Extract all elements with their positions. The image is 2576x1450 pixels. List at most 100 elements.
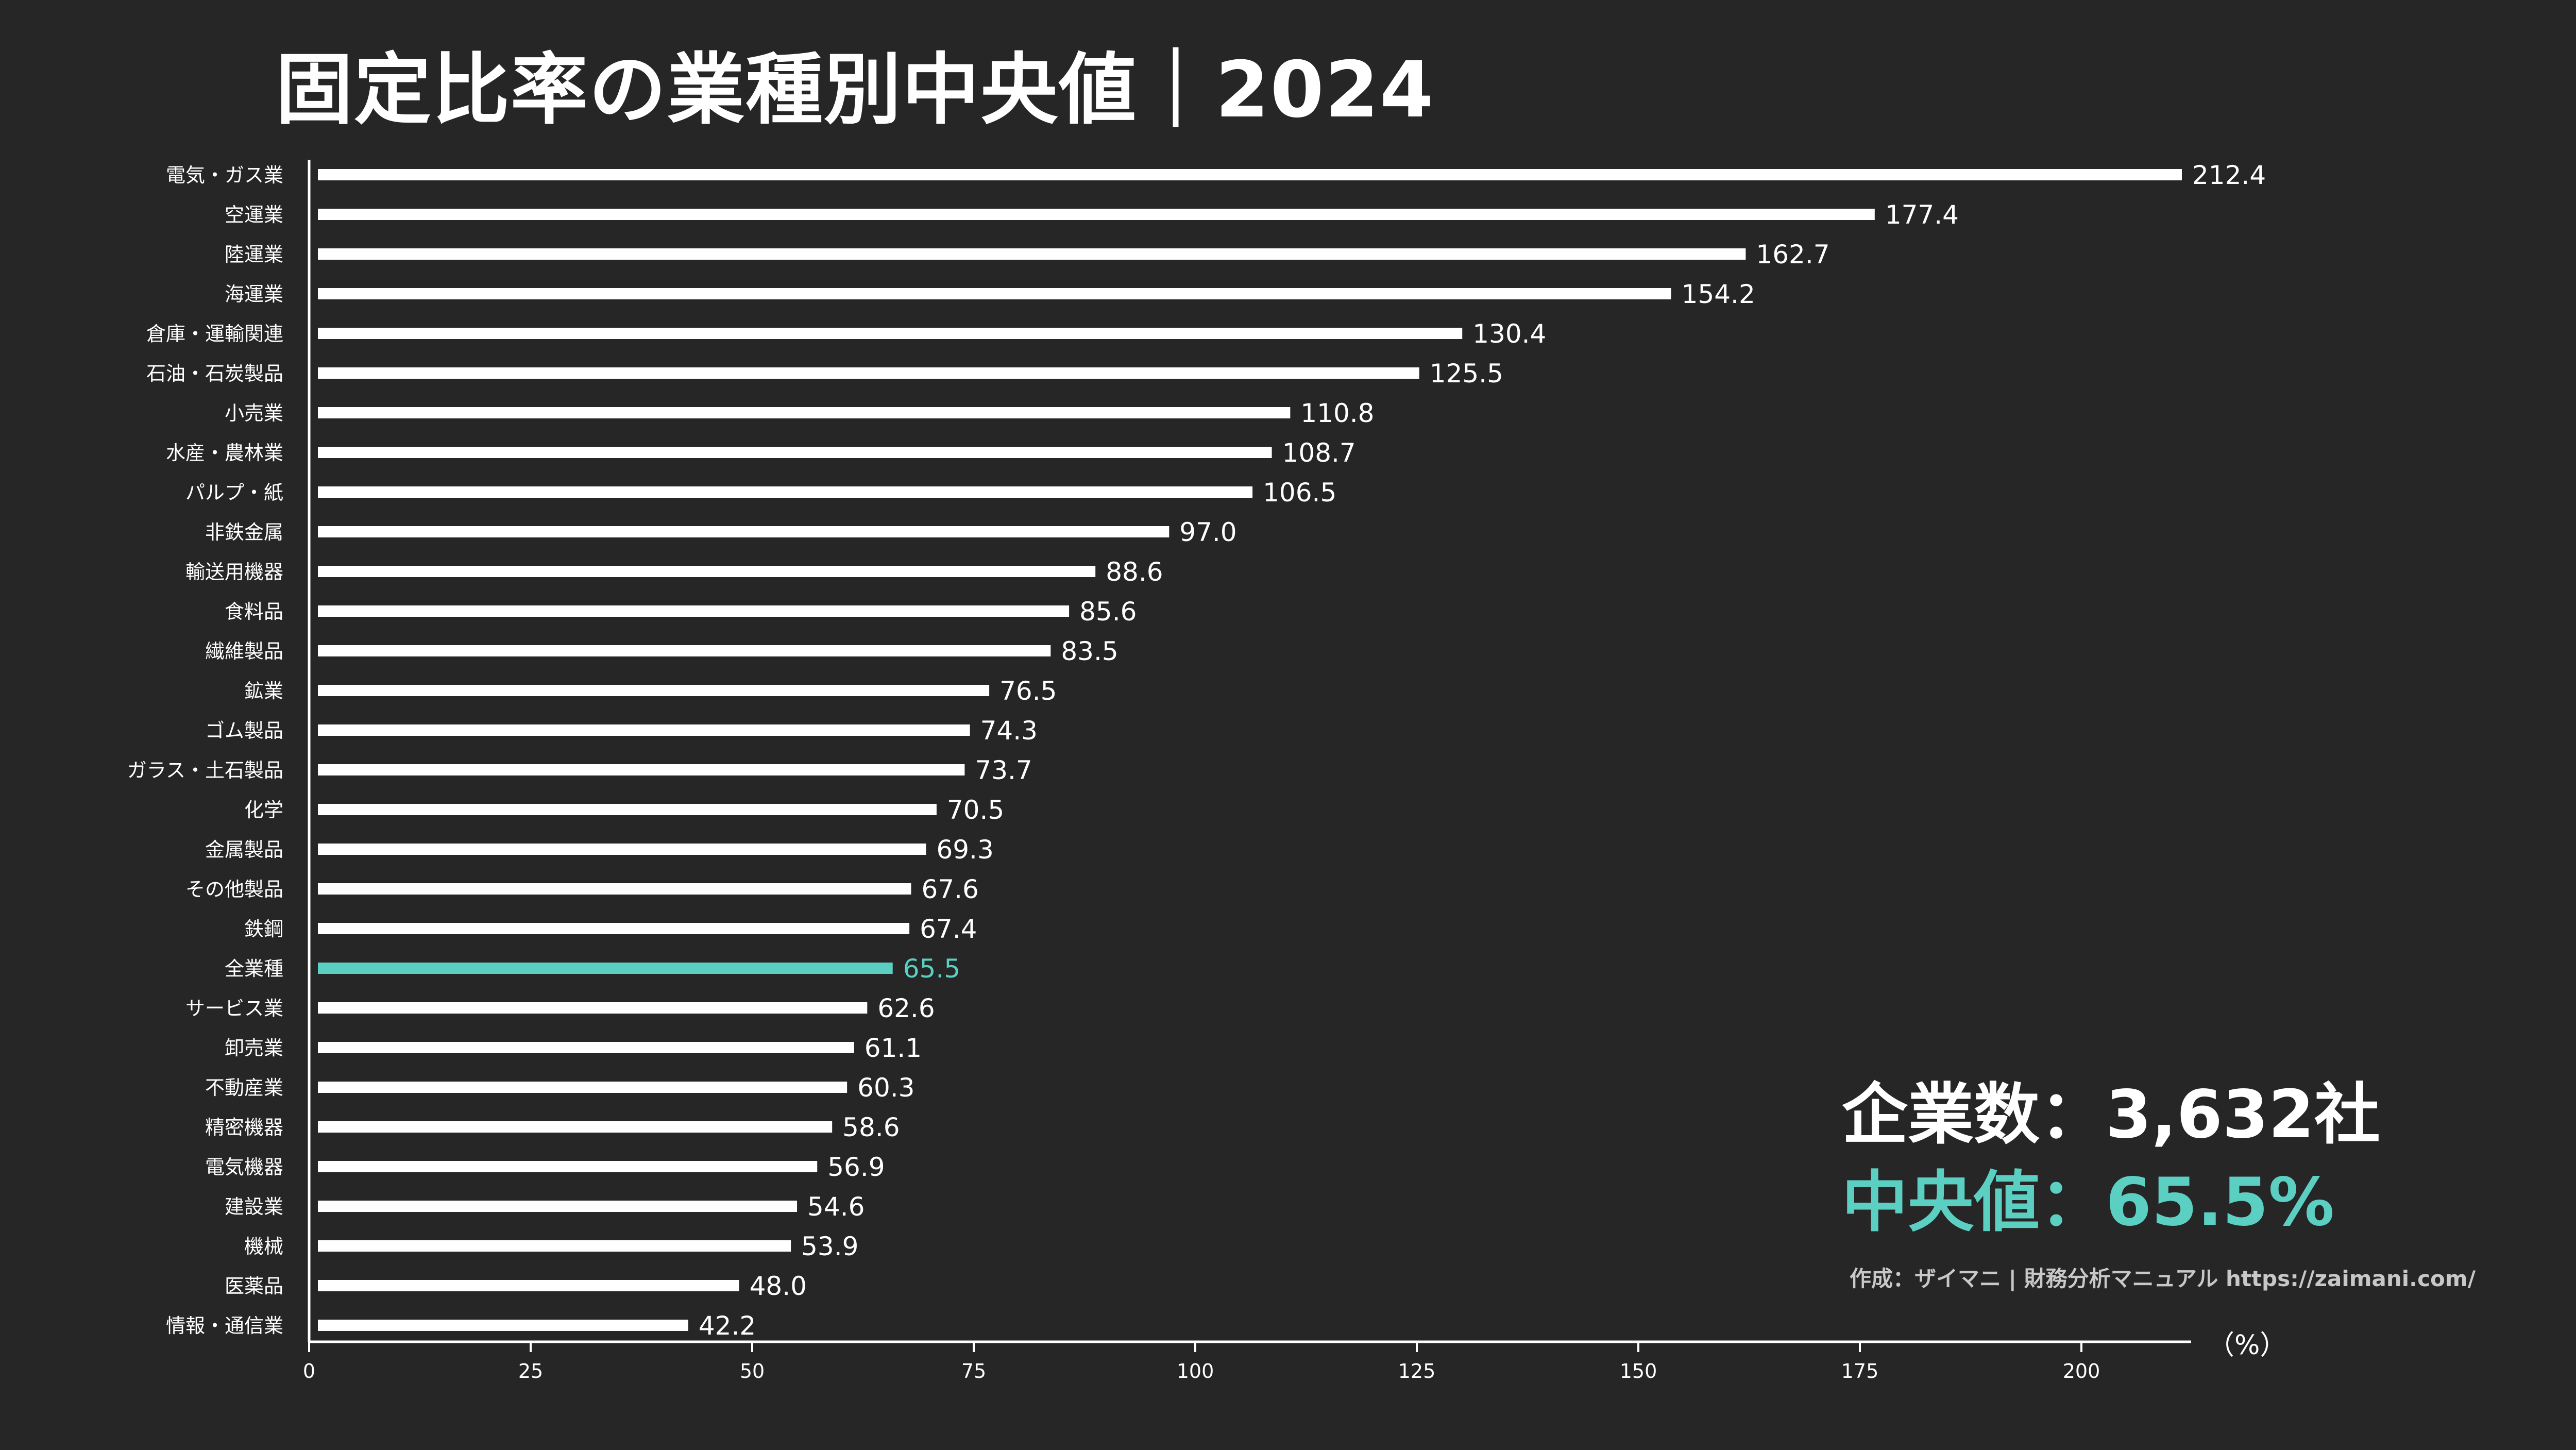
bar-18: [318, 883, 911, 895]
bar-27: [318, 1240, 791, 1252]
category-label: 鉱業: [244, 680, 283, 702]
x-tick-label: 200: [2063, 1360, 2100, 1382]
category-label: パルプ・紙: [185, 481, 283, 504]
value-label: 177.4: [1885, 200, 1959, 230]
x-tick-label: 0: [303, 1360, 315, 1382]
bar-22: [318, 1042, 854, 1053]
bar-23: [318, 1082, 848, 1093]
category-label: 繊維製品: [205, 640, 283, 663]
category-label: 化学: [244, 799, 283, 821]
bar-17: [318, 844, 926, 855]
chart-title: 固定比率の業種別中央値｜2024: [276, 45, 1435, 135]
category-label: 機械: [244, 1235, 283, 1258]
category-label: 鉄鋼: [244, 918, 283, 940]
category-label: その他製品: [185, 878, 283, 901]
value-label: 62.6: [877, 993, 935, 1023]
category-label: 電気機器: [205, 1156, 283, 1178]
x-tick-label: 50: [740, 1360, 765, 1382]
bar-28: [318, 1280, 739, 1291]
bar-0: [318, 169, 2182, 180]
bar-6: [318, 407, 1291, 418]
company-count: 企業数：3,632社: [1842, 1076, 2380, 1153]
bar-2: [318, 248, 1746, 260]
value-label: 56.9: [827, 1152, 885, 1182]
value-label: 69.3: [936, 835, 993, 865]
value-label: 162.7: [1756, 240, 1829, 269]
bar-4: [318, 328, 1463, 339]
value-label: 212.4: [2192, 160, 2266, 190]
bar-24: [318, 1121, 833, 1133]
value-label: 58.6: [842, 1112, 900, 1142]
category-label: 情報・通信業: [166, 1314, 283, 1337]
bars-group: 電気・ガス業 212.4 空運業 177.4 陸運業 162.7 海運業 154.2 倉庫・運輸…: [127, 160, 2266, 1341]
value-label: 67.6: [921, 874, 978, 904]
category-label: ガラス・土石製品: [127, 759, 283, 782]
value-label: 83.5: [1061, 636, 1118, 666]
value-label: 61.1: [865, 1033, 922, 1063]
value-label: 76.5: [999, 676, 1057, 706]
bar-11: [318, 605, 1070, 617]
bar-8: [318, 486, 1253, 498]
category-label: 精密機器: [205, 1116, 283, 1139]
bar-1: [318, 209, 1875, 220]
bar-13: [318, 685, 990, 696]
bar-12: [318, 645, 1051, 656]
value-label: 42.2: [699, 1311, 756, 1341]
median-value: 中央値：65.5%: [1842, 1164, 2335, 1241]
value-label: 85.6: [1079, 597, 1137, 627]
x-tick-label: 175: [1841, 1360, 1879, 1382]
value-label: 108.7: [1282, 438, 1356, 468]
value-label: 130.4: [1472, 319, 1546, 349]
x-tick-label: 75: [961, 1360, 986, 1382]
category-label: 石油・石炭製品: [146, 362, 283, 385]
category-label: 金属製品: [205, 838, 283, 861]
bar-9: [318, 526, 1170, 537]
category-label: 陸運業: [225, 243, 283, 266]
category-label: 空運業: [225, 204, 283, 226]
x-tick-label: 150: [1620, 1360, 1657, 1382]
value-label: 125.5: [1430, 359, 1503, 389]
value-label: 65.5: [903, 954, 960, 984]
bar-15: [318, 764, 965, 775]
value-label: 74.3: [980, 716, 1038, 746]
bar-25: [318, 1161, 818, 1172]
value-label: 53.9: [801, 1232, 858, 1261]
category-label: 倉庫・運輸関連: [146, 323, 283, 345]
category-label: 海運業: [225, 283, 283, 306]
x-axis-unit: （%）: [2208, 1330, 2287, 1361]
value-label: 67.4: [920, 914, 977, 944]
category-label: 建設業: [225, 1195, 283, 1218]
bar-26: [318, 1201, 798, 1212]
bar-3: [318, 288, 1671, 299]
credit-text: 作成：ザイマニ | 財務分析マニュアル https://zaimani.com/: [1850, 1266, 2476, 1291]
x-tick-label: 100: [1177, 1360, 1214, 1382]
category-label: サービス業: [185, 997, 283, 1020]
category-label: 輸送用機器: [185, 561, 283, 583]
axes-group: 0 25 50 75 100 125 150 175 200: [303, 160, 2191, 1382]
category-label: 医薬品: [225, 1275, 283, 1297]
category-label: 全業種: [225, 957, 283, 980]
category-label: ゴム製品: [205, 719, 283, 742]
category-label: 非鉄金属: [205, 521, 283, 544]
category-label: 不動産業: [205, 1076, 283, 1099]
x-tick-label: 25: [518, 1360, 543, 1382]
bar-10: [318, 566, 1096, 577]
bar-5: [318, 367, 1419, 379]
value-label: 48.0: [750, 1271, 807, 1301]
value-label: 70.5: [947, 795, 1004, 825]
bar-20: [318, 963, 893, 974]
bar-19: [318, 923, 910, 934]
bar-14: [318, 724, 970, 736]
category-label: 卸売業: [225, 1037, 283, 1059]
value-label: 97.0: [1179, 517, 1236, 547]
value-label: 154.2: [1682, 279, 1755, 309]
bar-29: [318, 1320, 688, 1331]
bar-7: [318, 447, 1272, 458]
value-label: 60.3: [857, 1073, 914, 1103]
category-label: 水産・農林業: [166, 442, 283, 464]
value-label: 73.7: [975, 755, 1032, 785]
bar-21: [318, 1002, 868, 1014]
value-label: 110.8: [1300, 398, 1374, 428]
value-label: 54.6: [807, 1192, 865, 1222]
